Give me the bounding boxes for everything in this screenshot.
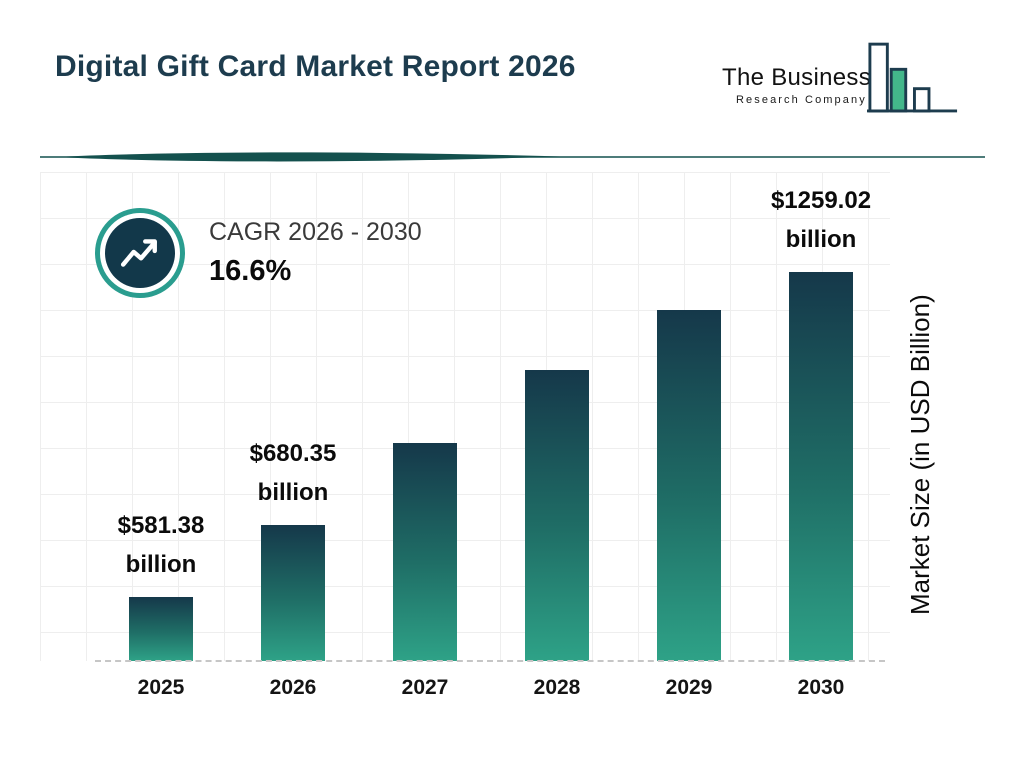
- cagr-label: CAGR 2026 - 2030: [209, 218, 422, 246]
- x-axis-label-2027: 2027: [401, 676, 449, 699]
- cagr-value: 16.6%: [209, 255, 292, 287]
- x-axis-baseline: [95, 660, 885, 662]
- bar-value-label-2026: $680.35 billion: [249, 439, 337, 507]
- bar-slot-2029: [623, 172, 755, 661]
- bars-row: $581.38 billion $680.35 billion $1259.02 bill…: [95, 172, 887, 661]
- x-axis-label-2026: 2026: [269, 676, 317, 699]
- bar-2027: [393, 443, 457, 661]
- divider-line: [40, 150, 985, 169]
- logo-line2: Research Company: [736, 94, 867, 106]
- x-axis-label-2028: 2028: [533, 676, 581, 699]
- x-axis-label-2030: 2030: [797, 676, 845, 699]
- bar-2030: [789, 272, 853, 661]
- y-axis-title: Market Size (in USD Billion): [905, 294, 935, 616]
- bar-2029: [657, 310, 721, 661]
- bar-2028: [525, 370, 589, 661]
- page-title: Digital Gift Card Market Report 2026: [55, 50, 576, 83]
- bar-chart-logo-icon: [867, 40, 959, 123]
- logo-text: The Business Research Company: [722, 64, 871, 106]
- bar-slot-2025: $581.38 billion: [95, 172, 227, 661]
- bar-slot-2026: $680.35 billion: [227, 172, 359, 661]
- x-axis-label-2025: 2025: [137, 676, 185, 699]
- bar-value-label-2030: $1259.02 billion: [770, 186, 872, 254]
- bar-2025: [129, 597, 193, 661]
- logo-line1: The Business: [722, 64, 872, 91]
- cagr-text: CAGR 2026 - 2030 16.6%: [209, 218, 422, 288]
- cagr-badge: CAGR 2026 - 2030 16.6%: [95, 208, 422, 298]
- bar-slot-2030: $1259.02 billion: [755, 172, 887, 661]
- bar-value-label-2025: $581.38 billion: [117, 511, 205, 579]
- trend-arrow-icon: [95, 208, 185, 298]
- bar-slot-2028: [491, 172, 623, 661]
- x-axis-row: 2025 2026 2027 2028 2029 2030: [95, 676, 887, 700]
- company-logo: The Business Research Company: [722, 40, 967, 125]
- x-axis-label-2029: 2029: [665, 676, 713, 699]
- bar-slot-2027: [359, 172, 491, 661]
- bar-2026: [261, 525, 325, 661]
